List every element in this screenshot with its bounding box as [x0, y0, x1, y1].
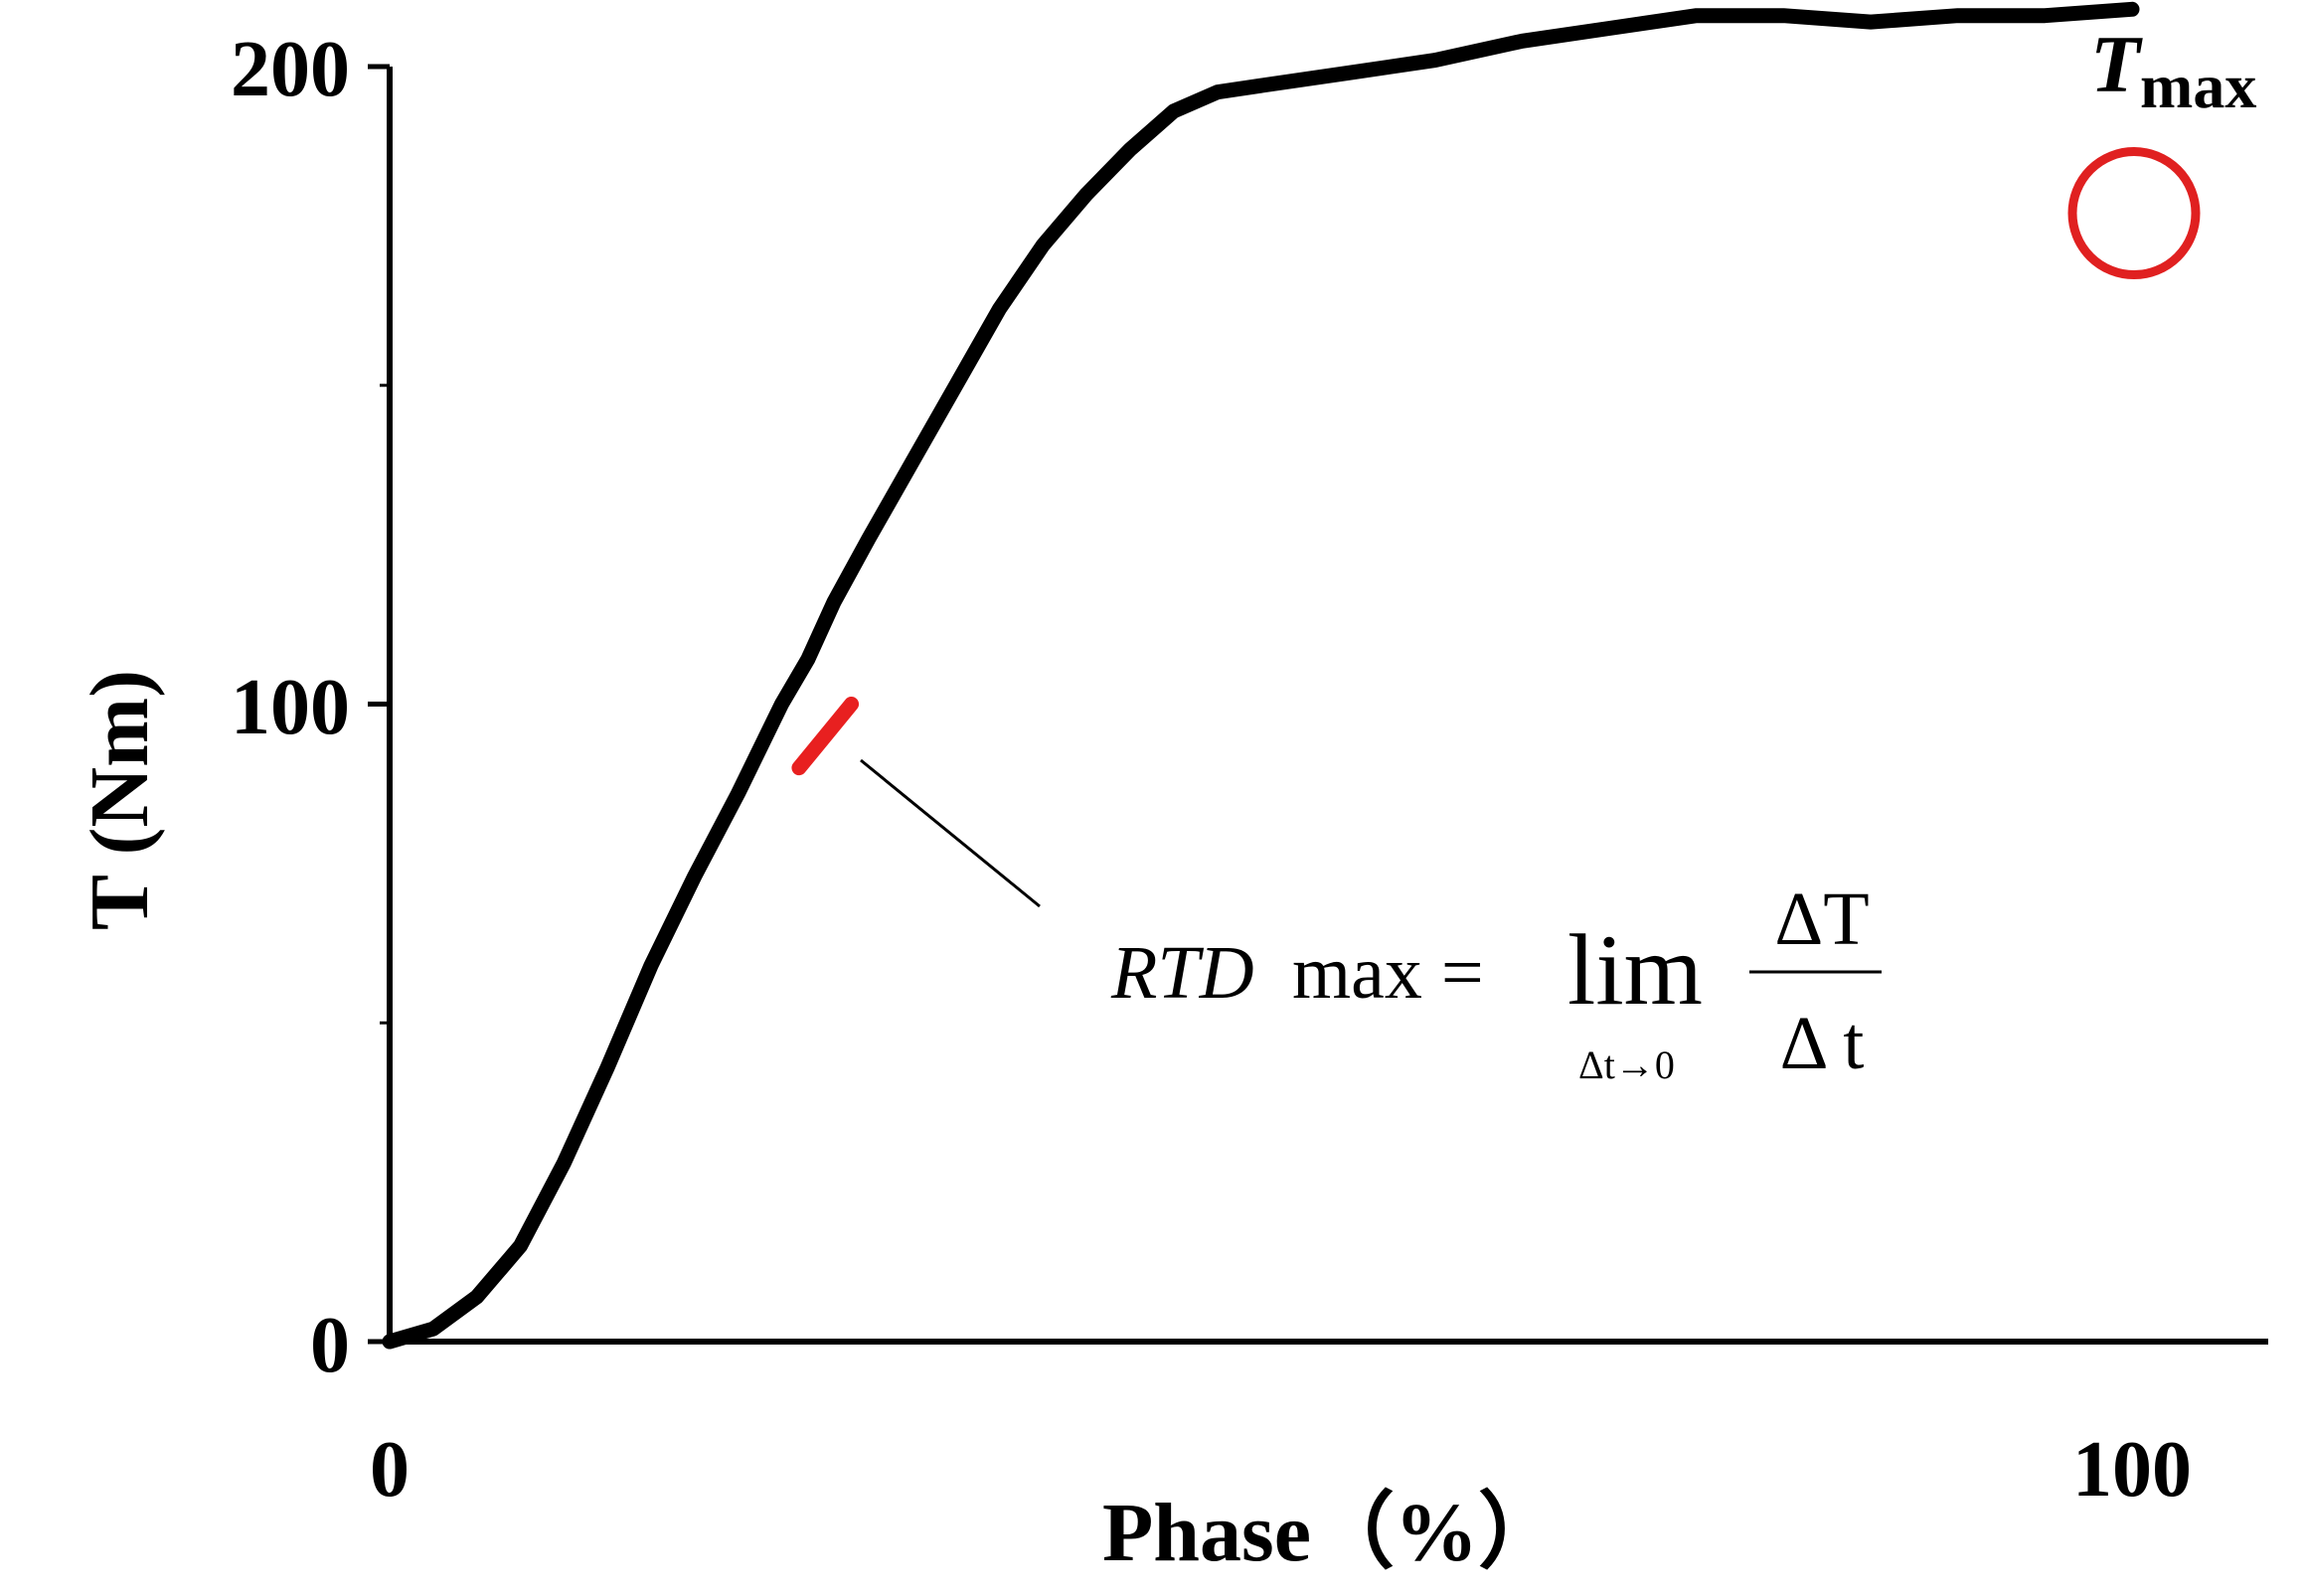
y-tick-label-200: 200	[231, 26, 350, 113]
y-axis-title: T (Nm)	[74, 670, 166, 930]
max-slope-segment	[791, 697, 860, 776]
series-line	[382, 1, 2140, 1350]
y-tick-label-0: 0	[310, 1302, 350, 1389]
tmax-label-subscript: max	[2140, 51, 2256, 121]
formula-lhs-italic: RTD	[1110, 931, 1254, 1015]
formula-leader-line	[860, 758, 1041, 908]
formula-lhs-rest: max =	[1292, 931, 1484, 1015]
formula-lim-subscript: Δt→0	[1578, 1042, 1675, 1087]
tmax-label: T	[2090, 19, 2143, 109]
x-axis-title: Phase（%）	[1102, 1487, 1562, 1579]
x-tick-label-0: 0	[370, 1426, 410, 1514]
formula-numerator: ΔT	[1774, 878, 1869, 961]
y-ticks	[368, 64, 390, 1345]
formula-denominator: Δ t	[1780, 1002, 1865, 1085]
x-tick-label-100: 100	[2072, 1426, 2192, 1514]
y-tick-label-100: 100	[231, 664, 350, 751]
tmax-circle	[2067, 147, 2201, 280]
formula-lim: lim	[1567, 914, 1703, 1027]
